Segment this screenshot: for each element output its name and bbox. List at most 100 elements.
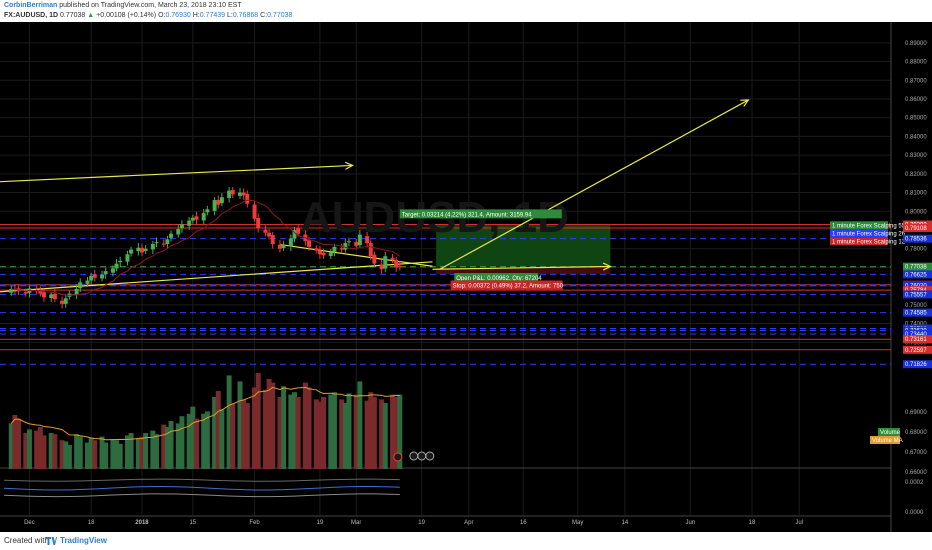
price-level-tag: 0.79108 (903, 223, 932, 232)
published-info: published on TradingView.com, March 23, … (59, 2, 242, 9)
candle (368, 239, 373, 260)
volume-bar (357, 381, 363, 469)
volume-bar (346, 393, 352, 469)
candle (194, 211, 199, 225)
open-label: O: (158, 12, 166, 19)
bullish-projection-line[interactable] (439, 99, 749, 270)
time-axis[interactable]: Dec 18 2018 15 Feb 19 Mar 19 Apr 16 May 14 Jun 18 Jul (24, 520, 803, 526)
candle-body (212, 200, 217, 211)
volume-bar (212, 397, 218, 469)
volume-bar (16, 418, 22, 469)
volume-bar (288, 394, 294, 469)
projection-line[interactable] (432, 265, 611, 270)
candle (190, 214, 195, 224)
volume-bar (201, 413, 207, 469)
candle (63, 294, 68, 308)
target-zone (436, 224, 611, 267)
candle-body (256, 218, 261, 229)
candle-body (78, 282, 83, 289)
volume-bar (74, 434, 80, 469)
time-tick: 15 (189, 520, 196, 526)
candle-body (383, 256, 388, 269)
candle (100, 270, 105, 282)
price-tick: 0.83000 (905, 153, 927, 159)
candle-body (263, 229, 268, 233)
candle (365, 232, 370, 248)
candle (216, 195, 221, 209)
volume-bar (339, 399, 345, 469)
time-tick: 14 (622, 520, 629, 526)
scalping-label: 1 minute Forex Scalping 12 (830, 237, 906, 246)
candle-body (307, 240, 312, 247)
last-price: 0.77038 (60, 12, 86, 19)
candle (346, 237, 351, 247)
volume-bar (103, 442, 109, 469)
price-level-tag: 0.73161 (903, 335, 932, 344)
price-level-tag-text: 0.74585 (905, 311, 927, 317)
scalping-label: 1 minute Forex Scalping 26 (830, 229, 906, 238)
volume-bar (143, 433, 149, 469)
volume-bar (382, 403, 388, 469)
volume-ma-legend-text: Volume MA (872, 438, 903, 444)
oscillator-line (3, 486, 400, 491)
event-flag-icon[interactable] (417, 451, 427, 461)
close-value: 0.77038 (267, 12, 293, 19)
volume-legend-bg (878, 428, 900, 436)
candle-body (230, 189, 235, 195)
candle-body (165, 239, 170, 245)
lower-trend-line[interactable] (0, 261, 433, 293)
time-tick: 18 (749, 520, 756, 526)
stop-label-bg (450, 280, 563, 290)
volume-bar (262, 389, 268, 469)
volume-bar (190, 406, 196, 469)
volume-bar (397, 394, 403, 469)
candle (201, 209, 206, 225)
candle-body (245, 193, 250, 204)
candle-body (288, 238, 293, 247)
volume-tick: 0.69000 (905, 410, 927, 416)
candle (317, 245, 322, 259)
volume-ma-legend-bg (870, 436, 900, 444)
chart-area[interactable]: AUDUSD, 1D Target: 0.03214 (4.22%) 321.4… (0, 22, 932, 532)
time-tick: 2018 (135, 520, 149, 526)
candle (339, 243, 344, 254)
volume-bar (128, 433, 134, 469)
candle-body (328, 252, 333, 256)
candle (390, 254, 395, 263)
volume-bar (161, 424, 167, 469)
candle-body (143, 248, 148, 251)
event-flag-icon[interactable] (409, 451, 419, 461)
price-level-tag: 0.71826 (903, 360, 932, 369)
event-flag-icon[interactable] (425, 451, 435, 461)
candle-body (267, 232, 272, 237)
oscillator-tick: 0.0000 (905, 510, 924, 516)
candle (277, 240, 282, 253)
candle-body (270, 235, 275, 245)
price-axis[interactable]: 0.89000 0.88000 0.87000 0.86000 0.85000 0.840… (870, 41, 932, 516)
time-tick: Apr (464, 520, 473, 526)
candle (179, 220, 184, 233)
volume-bar (23, 433, 29, 469)
candle-body (190, 217, 195, 221)
candle (118, 256, 123, 267)
event-flag-icon[interactable] (393, 452, 403, 462)
time-tick: Dec (24, 520, 35, 526)
volume-bar (34, 430, 40, 469)
volume-bar (295, 397, 301, 469)
author-name[interactable]: CorbinBerriman (4, 2, 58, 9)
tradingview-link[interactable]: TradingView (60, 536, 107, 545)
position-labels[interactable]: Target: 0.03214 (4.22%) 321.4, Amount: 3… (399, 209, 906, 290)
candles (9, 186, 402, 309)
price-level-tag-text: 0.78536 (905, 237, 927, 243)
volume-bar (12, 415, 18, 469)
upper-trend-line[interactable] (0, 164, 353, 183)
candle-body (89, 275, 94, 281)
candle (129, 246, 134, 257)
trend-lines[interactable] (0, 99, 750, 293)
volume-bar (230, 403, 236, 469)
falling-support-line[interactable] (279, 243, 433, 267)
price-change: +0.00108 (+0.14%) (96, 12, 157, 19)
candle-body (100, 274, 105, 279)
candle (165, 235, 170, 249)
volume-bar (179, 416, 185, 469)
